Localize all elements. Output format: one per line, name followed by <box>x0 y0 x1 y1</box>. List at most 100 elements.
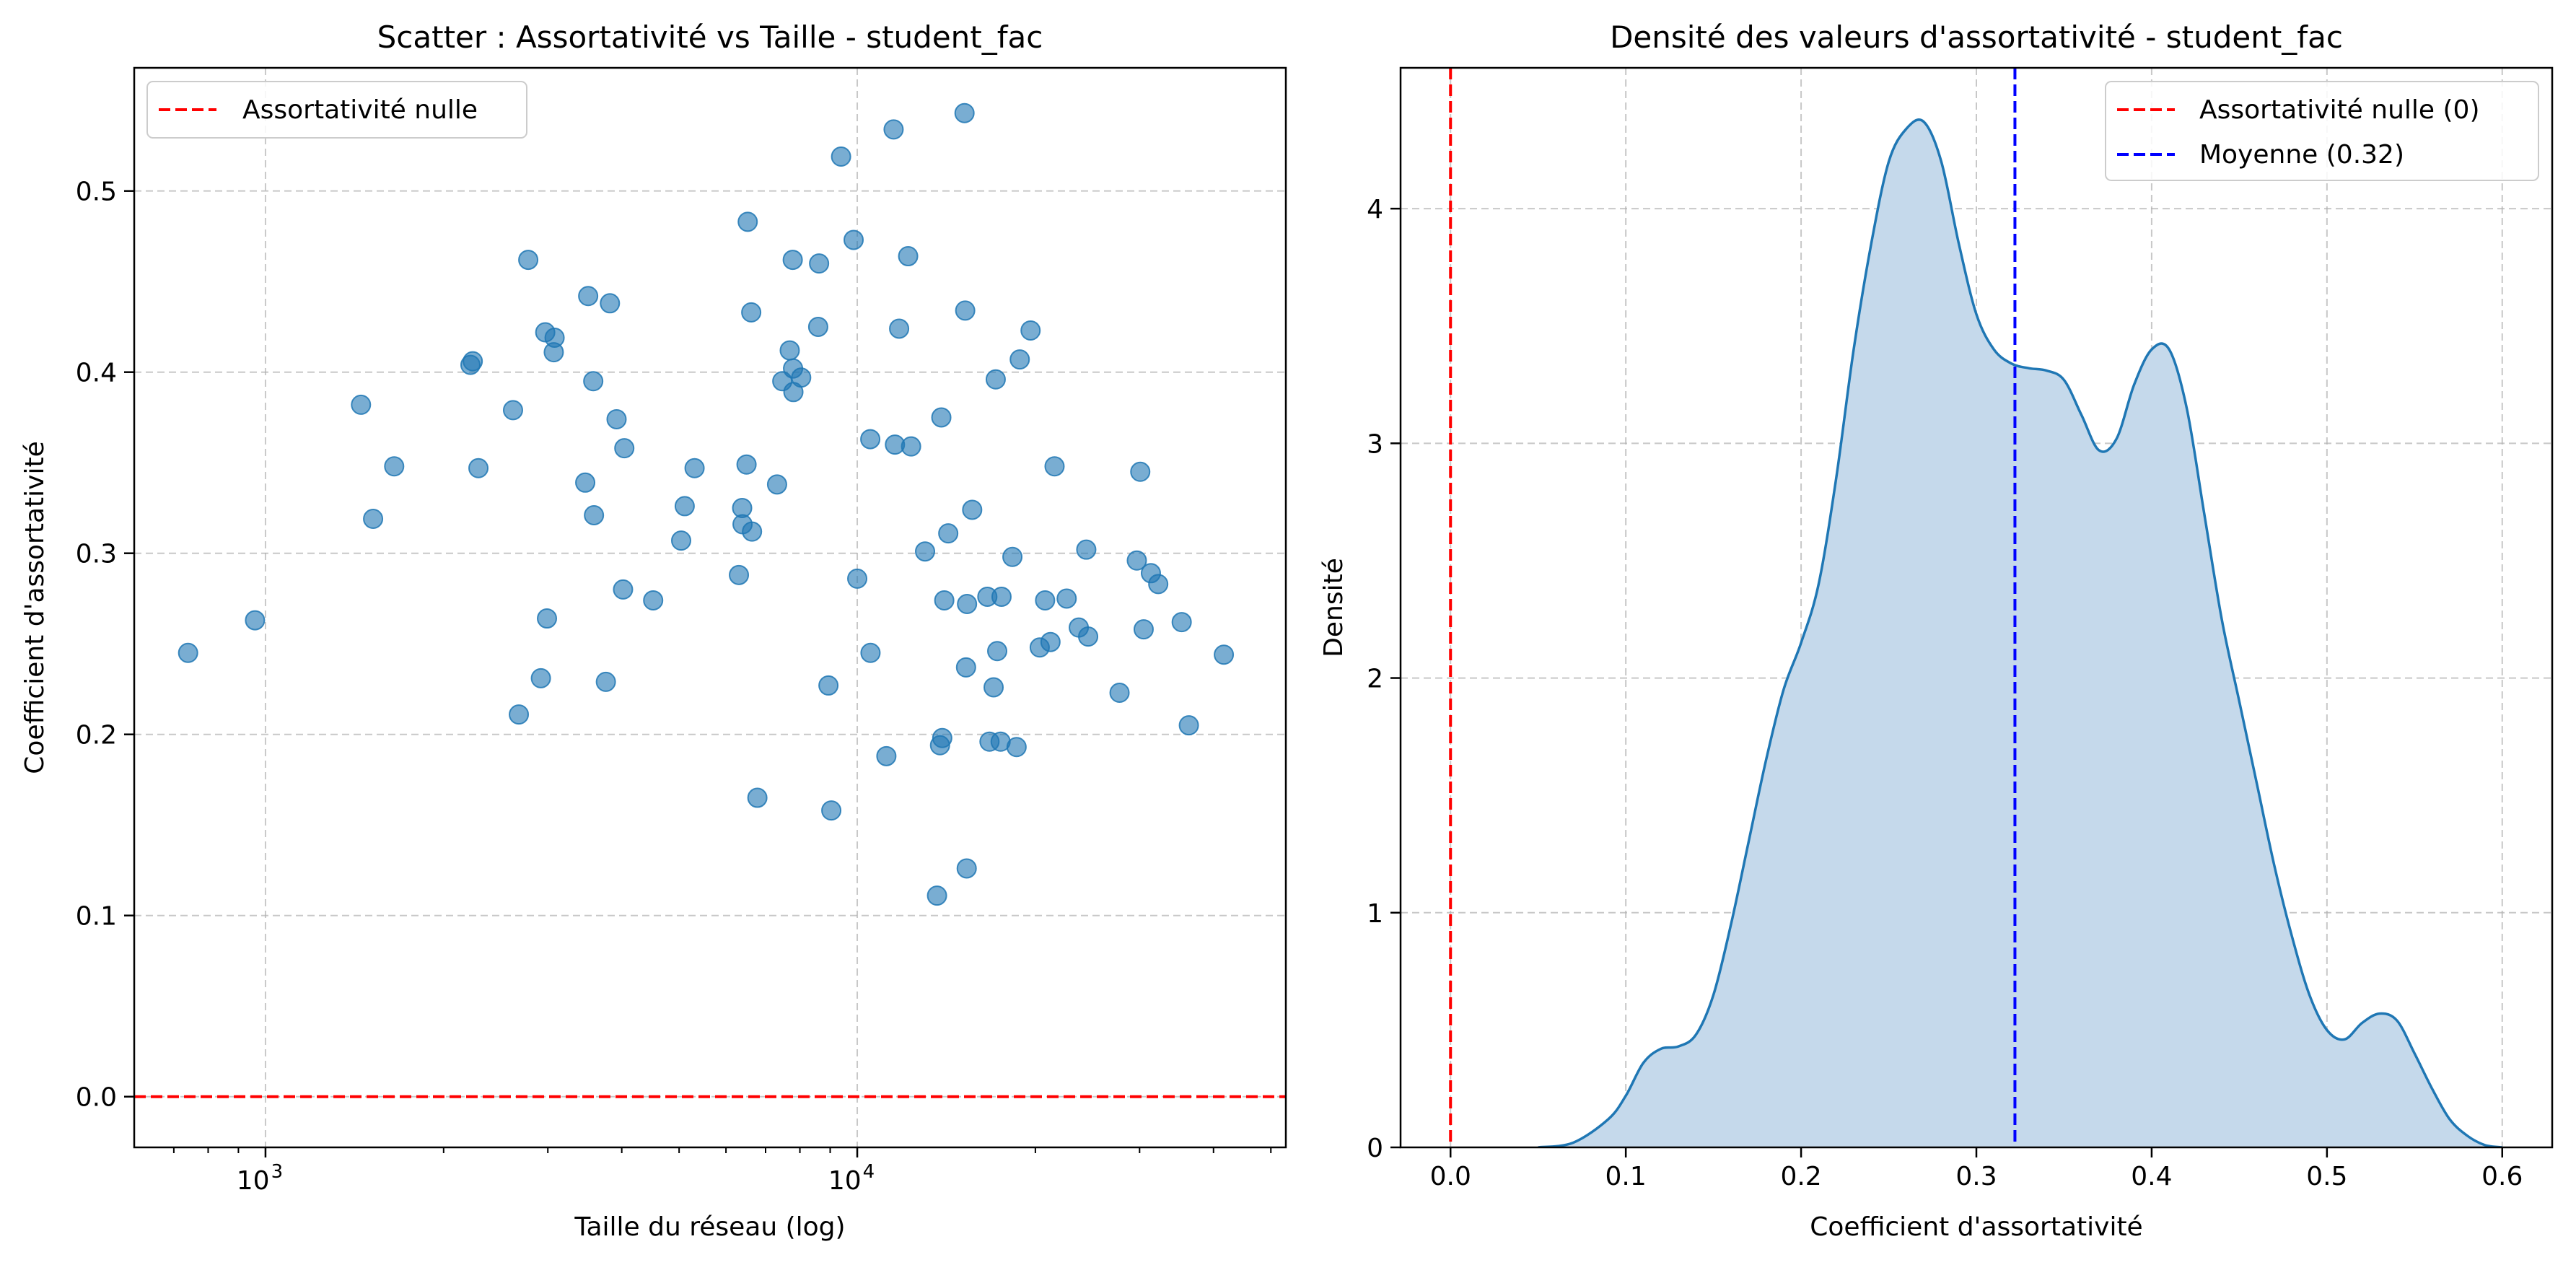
scatter-point <box>1078 626 1099 647</box>
scatter-point <box>831 146 851 167</box>
scatter-title: Scatter : Assortativité vs Taille - stud… <box>377 19 1043 55</box>
scatter-point <box>178 642 198 663</box>
scatter-point <box>779 340 800 361</box>
scatter-point <box>530 667 551 688</box>
scatter-point <box>351 394 372 415</box>
x-tick-label: 0.1 <box>1605 1162 1647 1191</box>
scatter-point <box>575 472 596 493</box>
scatter-point <box>1035 590 1056 610</box>
scatter-point <box>955 300 976 321</box>
scatter-point <box>614 438 635 459</box>
scatter-point <box>1056 588 1077 609</box>
scatter-point <box>600 293 621 314</box>
x-tick-label: 103 <box>237 1161 283 1196</box>
scatter-point <box>643 590 664 610</box>
scatter-points <box>178 102 1235 906</box>
scatter-point <box>938 523 959 544</box>
y-tick-label: 0.5 <box>76 178 117 207</box>
x-tick-label: 0.2 <box>1780 1162 1821 1191</box>
scatter-point <box>502 400 523 421</box>
scatter-point <box>595 671 616 692</box>
y-tick-label: 0.2 <box>76 721 117 750</box>
scatter-point <box>821 800 842 821</box>
scatter-point <box>463 351 483 372</box>
density-legend: Assortativité nulle (0) Moyenne (0.32) <box>2105 81 2539 181</box>
scatter-point <box>766 474 787 495</box>
scatter-point <box>1109 682 1130 703</box>
scatter-point <box>954 102 975 123</box>
density-title: Densité des valeurs d'assortativité - st… <box>1610 19 2343 55</box>
scatter-point <box>962 499 983 520</box>
y-tick-label: 2 <box>1367 665 1383 694</box>
scatter-point <box>983 677 1004 698</box>
y-tick-label: 0.3 <box>76 540 117 569</box>
density-x-label: Coefficient d'assortativité <box>1810 1212 2142 1242</box>
scatter-point <box>901 436 921 457</box>
density-legend-label-zero: Assortativité nulle (0) <box>2199 95 2480 125</box>
scatter-point <box>1133 619 1154 640</box>
scatter-point <box>791 367 812 388</box>
scatter-legend-box <box>146 81 527 139</box>
scatter-point <box>889 318 910 339</box>
y-tick-label: 0.4 <box>76 359 117 388</box>
scatter-point <box>898 246 919 267</box>
density-panel: 0.0 0.1 0.2 0.3 0.4 0.5 0.6 0 1 2 3 4 Densité des … <box>1319 19 2554 1242</box>
x-tick-label: 0.6 <box>2481 1162 2523 1191</box>
scatter-y-ticks: 0.0 0.1 0.2 0.3 0.4 0.5 <box>76 178 134 1113</box>
y-tick-label: 0 <box>1367 1134 1383 1163</box>
scatter-point <box>809 253 830 274</box>
scatter-point <box>1020 320 1041 341</box>
y-tick-label: 4 <box>1367 195 1383 224</box>
scatter-point <box>384 456 405 477</box>
scatter-point <box>684 458 705 478</box>
scatter-point <box>468 458 489 478</box>
scatter-point <box>736 454 757 475</box>
density-x-ticks: 0.0 0.1 0.2 0.3 0.4 0.5 0.6 <box>1430 1147 2523 1191</box>
scatter-point <box>1009 349 1030 370</box>
scatter-point <box>674 496 695 517</box>
scatter-point <box>1148 574 1169 595</box>
scatter-point <box>578 286 599 307</box>
scatter-point <box>544 328 565 348</box>
scatter-point <box>818 675 839 696</box>
density-curve <box>1538 118 2503 1147</box>
scatter-point <box>782 250 803 271</box>
scatter-point <box>915 541 936 562</box>
y-tick-label: 3 <box>1367 429 1383 459</box>
scatter-point <box>1126 550 1147 571</box>
scatter-point <box>807 316 828 337</box>
scatter-point <box>934 590 955 610</box>
scatter-point <box>876 745 897 766</box>
scatter-point <box>583 371 604 392</box>
density-legend-label-mean: Moyenne (0.32) <box>2199 140 2404 170</box>
scatter-point <box>729 564 750 585</box>
scatter-point <box>584 504 605 525</box>
scatter-point <box>1076 539 1097 560</box>
x-tick-label: 104 <box>828 1161 875 1196</box>
scatter-point <box>1214 644 1235 665</box>
scatter-point <box>509 704 530 725</box>
x-tick-label: 0.0 <box>1430 1162 1471 1191</box>
scatter-point <box>1130 461 1151 482</box>
y-tick-label: 0.0 <box>76 1083 117 1113</box>
scatter-plot-frame <box>133 66 1287 1149</box>
scatter-y-label: Coefficient d'assortativité <box>20 441 50 774</box>
scatter-point <box>1178 715 1199 736</box>
scatter-legend: Assortativité nulle <box>146 81 527 139</box>
density-y-ticks: 0 1 2 3 4 <box>1367 195 1401 1163</box>
scatter-point <box>613 579 634 600</box>
scatter-point <box>932 727 952 748</box>
scatter-point <box>883 119 904 140</box>
scatter-x-ticks: 103 104 <box>172 1147 1272 1196</box>
scatter-legend-label: Assortativité nulle <box>242 95 478 125</box>
scatter-point <box>956 858 977 879</box>
scatter-point <box>245 610 266 631</box>
scatter-point <box>931 407 952 428</box>
scatter-point <box>747 787 768 808</box>
scatter-point <box>741 302 762 323</box>
scatter-point <box>987 641 1008 662</box>
scatter-point <box>985 369 1006 390</box>
x-tick-label: 0.4 <box>2131 1162 2172 1191</box>
scatter-point <box>991 586 1012 607</box>
